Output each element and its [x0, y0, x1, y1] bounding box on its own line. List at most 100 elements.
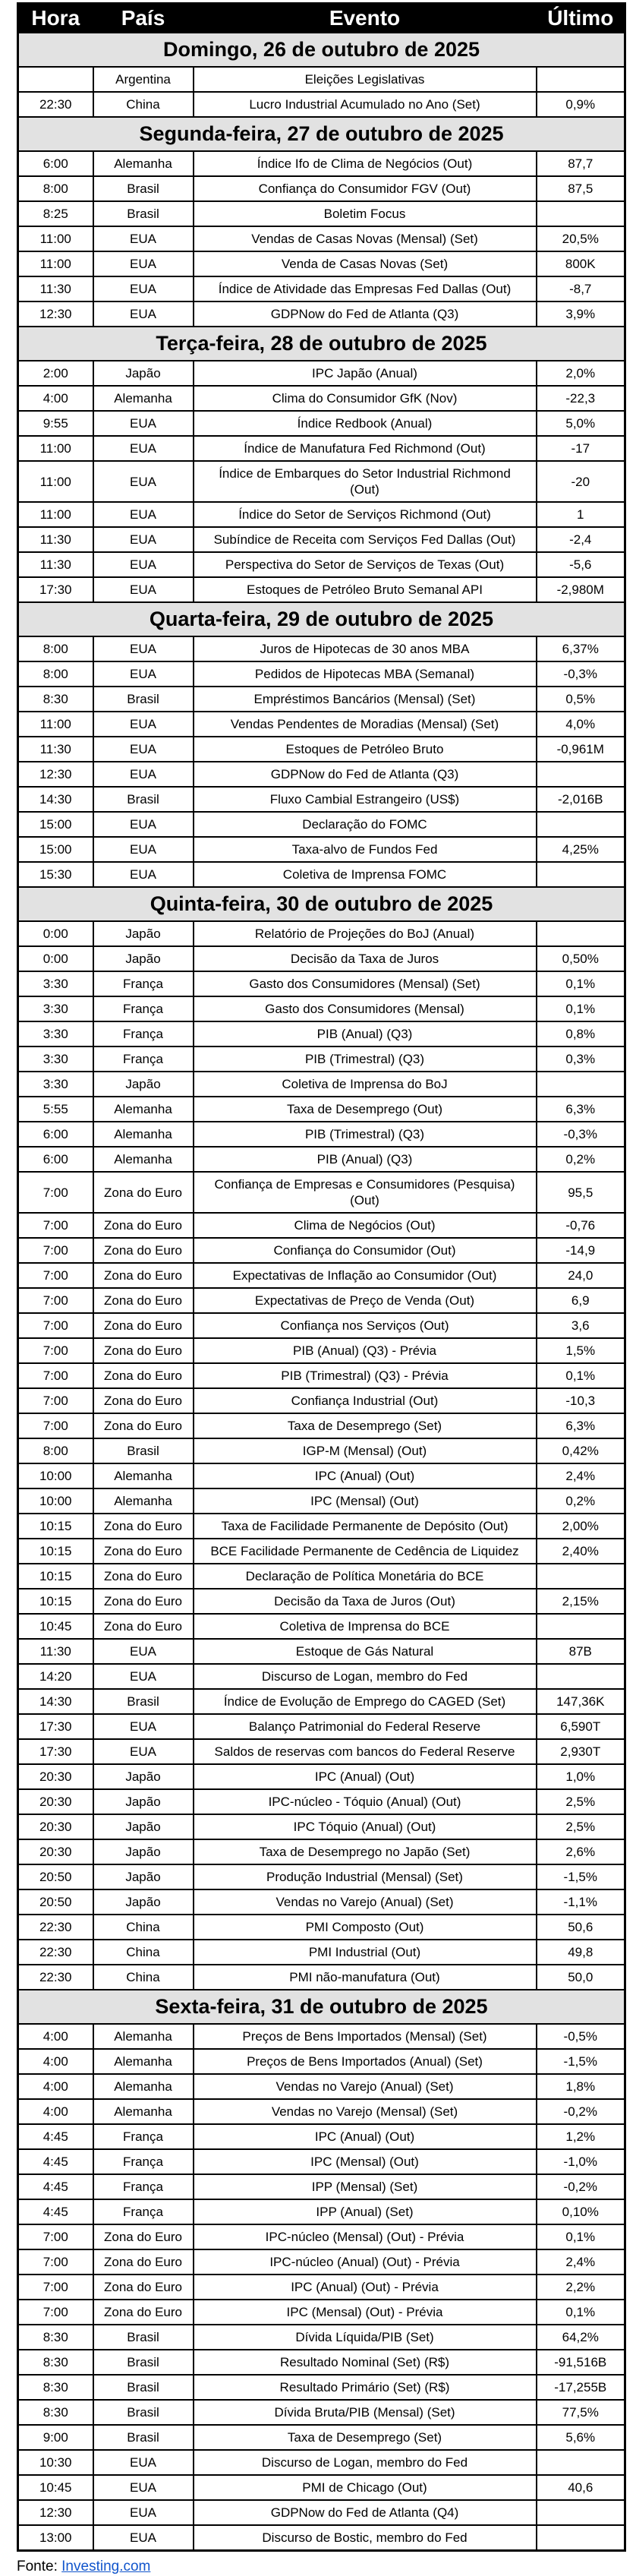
- event-cell: IPC (Anual) (Out): [192, 1763, 537, 1790]
- time-cell: 4:45: [17, 2148, 94, 2175]
- value-cell: 49,8: [535, 1939, 626, 1965]
- event-cell: Estoque de Gás Natural: [192, 1638, 537, 1665]
- value-cell: -0,3%: [535, 661, 626, 687]
- country-cell: Alemanha: [92, 2023, 194, 2050]
- time-cell: 7:00: [17, 2249, 94, 2275]
- time-cell: 7:00: [17, 1413, 94, 1439]
- time-cell: 11:00: [17, 501, 94, 528]
- time-cell: 4:00: [17, 2073, 94, 2100]
- event-cell: Decisão da Taxa de Juros: [192, 945, 537, 972]
- country-cell: EUA: [92, 551, 194, 578]
- value-cell: 95,5: [535, 1171, 626, 1214]
- day-header-row: Sexta-feira, 31 de outubro de 2025: [17, 1989, 626, 2025]
- value-cell: 0,2%: [535, 1488, 626, 1514]
- time-cell: 8:30: [17, 2349, 94, 2376]
- event-cell: Dívida Bruta/PIB (Mensal) (Set): [192, 2399, 537, 2426]
- country-cell: Brasil: [92, 200, 194, 227]
- time-cell: 4:45: [17, 2199, 94, 2225]
- time-cell: 22:30: [17, 1939, 94, 1965]
- country-cell: China: [92, 1964, 194, 1990]
- value-cell: 87B: [535, 1638, 626, 1665]
- table-row: 20:30 Japão IPC-núcleo - Tóquio (Anual) (O…: [17, 1788, 626, 1815]
- event-cell: Vendas no Varejo (Anual) (Set): [192, 2073, 537, 2100]
- time-cell: 11:30: [17, 276, 94, 302]
- event-cell: PIB (Trimestral) (Q3) - Prévia: [192, 1362, 537, 1389]
- value-cell: 2,6%: [535, 1839, 626, 1865]
- event-cell: GDPNow do Fed de Atlanta (Q4): [192, 2499, 537, 2526]
- time-cell: 22:30: [17, 1964, 94, 1990]
- value-cell: 50,6: [535, 1914, 626, 1940]
- value-cell: 64,2%: [535, 2324, 626, 2350]
- time-cell: 9:55: [17, 410, 94, 437]
- country-cell: França: [92, 996, 194, 1022]
- country-cell: Zona do Euro: [92, 1362, 194, 1389]
- event-cell: Pedidos de Hipotecas MBA (Semanal): [192, 661, 537, 687]
- value-cell: 6,3%: [535, 1096, 626, 1122]
- country-cell: EUA: [92, 711, 194, 737]
- event-cell: Índice Redbook (Anual): [192, 410, 537, 437]
- event-cell: IPC-núcleo (Anual) (Out) - Prévia: [192, 2249, 537, 2275]
- value-cell: -22,3: [535, 385, 626, 412]
- event-cell: PIB (Trimestral) (Q3): [192, 1046, 537, 1072]
- table-row: 7:00 Zona do Euro Taxa de Desemprego (Set)…: [17, 1413, 626, 1439]
- table-row: 9:55 EUA Índice Redbook (Anual) 5,0%: [17, 410, 626, 437]
- value-cell: 2,2%: [535, 2274, 626, 2300]
- time-cell: 6:00: [17, 150, 94, 177]
- value-cell: -91,516B: [535, 2349, 626, 2376]
- country-cell: EUA: [92, 1663, 194, 1690]
- country-cell: Zona do Euro: [92, 1262, 194, 1289]
- value-cell: -0,2%: [535, 2098, 626, 2125]
- table-row: 11:00 EUA Vendas de Casas Novas (Mensal) (…: [17, 226, 626, 252]
- event-cell: Eleições Legislativas: [192, 66, 537, 93]
- event-cell: Confiança nos Serviços (Out): [192, 1312, 537, 1339]
- time-cell: 17:30: [17, 1738, 94, 1765]
- table-row: 4:00 Alemanha Clima do Consumidor GfK (Nov…: [17, 385, 626, 412]
- value-cell: 0,1%: [535, 1362, 626, 1389]
- value-cell: -0,5%: [535, 2023, 626, 2050]
- country-cell: França: [92, 2123, 194, 2150]
- table-row: 20:30 Japão IPC (Anual) (Out) 1,0%: [17, 1763, 626, 1790]
- value-cell: 87,7: [535, 150, 626, 177]
- table-row: 11:00 EUA Índice de Manufatura Fed Richmon…: [17, 435, 626, 462]
- value-cell: -1,1%: [535, 1889, 626, 1915]
- table-row: 11:30 EUA Estoque de Gás Natural 87B: [17, 1638, 626, 1665]
- source-link[interactable]: Investing.com: [61, 2559, 151, 2574]
- time-cell: 9:00: [17, 2424, 94, 2451]
- event-cell: Estoques de Petróleo Bruto Semanal API: [192, 576, 537, 603]
- time-cell: 3:30: [17, 1071, 94, 1097]
- economic-calendar-table: Hora País Evento Último Domingo, 26 de outu…: [17, 2, 626, 2552]
- time-cell: 11:00: [17, 435, 94, 462]
- country-cell: EUA: [92, 761, 194, 788]
- day-header: Quarta-feira, 29 de outubro de 2025: [17, 601, 626, 637]
- time-cell: 7:00: [17, 1237, 94, 1264]
- time-cell: 11:00: [17, 251, 94, 277]
- time-cell: 11:00: [17, 460, 94, 503]
- country-cell: Alemanha: [92, 2048, 194, 2075]
- time-cell: 6:00: [17, 1146, 94, 1173]
- event-cell: Discurso de Bostic, membro do Fed: [192, 2524, 537, 2552]
- table-row: 8:25 Brasil Boletim Focus: [17, 200, 626, 227]
- day-header: Domingo, 26 de outubro de 2025: [17, 32, 626, 68]
- value-cell: 50,0: [535, 1964, 626, 1990]
- time-cell: 4:00: [17, 2023, 94, 2050]
- country-cell: Japão: [92, 1788, 194, 1815]
- event-cell: Taxa de Facilidade Permanente de Depósit…: [192, 1513, 537, 1539]
- table-row: 10:00 Alemanha IPC (Anual) (Out) 2,4%: [17, 1463, 626, 1489]
- time-cell: 8:00: [17, 661, 94, 687]
- value-cell: -0,3%: [535, 1121, 626, 1148]
- event-cell: Resultado Nominal (Set) (R$): [192, 2349, 537, 2376]
- time-cell: 20:30: [17, 1814, 94, 1840]
- country-cell: Japão: [92, 945, 194, 972]
- value-cell: 0,1%: [535, 996, 626, 1022]
- country-cell: Alemanha: [92, 150, 194, 177]
- table-row: 10:15 Zona do Euro BCE Facilidade Permanen…: [17, 1538, 626, 1564]
- value-cell: -14,9: [535, 1237, 626, 1264]
- value-cell: -10,3: [535, 1387, 626, 1414]
- event-cell: Taxa de Desemprego (Set): [192, 1413, 537, 1439]
- time-cell: 12:30: [17, 761, 94, 788]
- time-cell: 11:30: [17, 551, 94, 578]
- time-cell: 7:00: [17, 2299, 94, 2325]
- table-row: 11:00 EUA Índice do Setor de Serviços Rich…: [17, 501, 626, 528]
- time-cell: 4:00: [17, 2048, 94, 2075]
